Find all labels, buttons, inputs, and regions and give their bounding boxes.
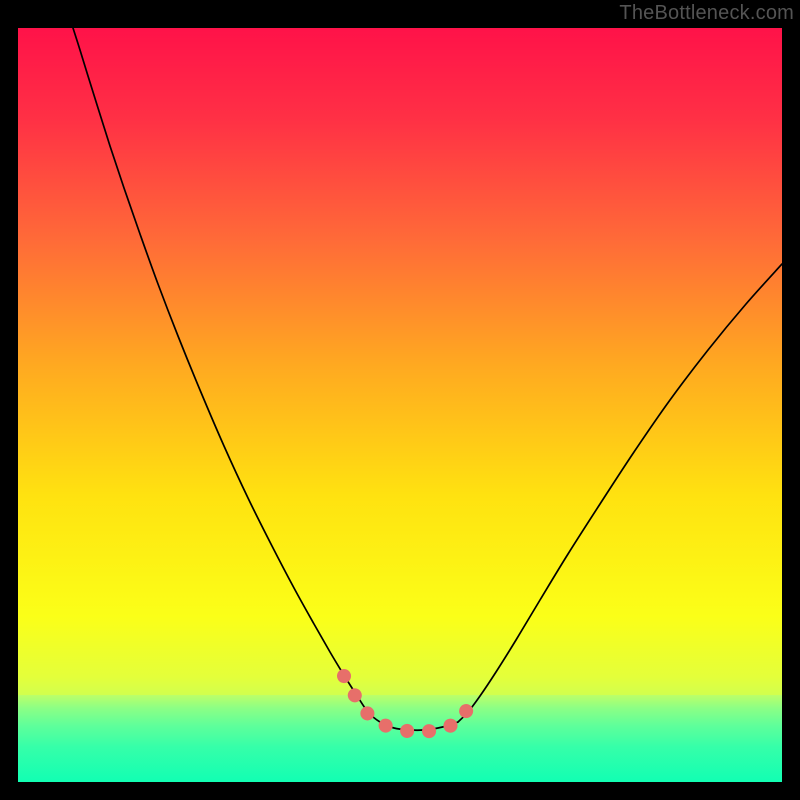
- bottleneck-plateau-marker: [344, 676, 474, 732]
- watermark-text: TheBottleneck.com: [619, 2, 794, 25]
- bottleneck-curve-right: [458, 264, 782, 722]
- bottleneck-curve-layer: [18, 28, 782, 782]
- plot-area: [18, 28, 782, 782]
- bottleneck-curve-left: [73, 28, 356, 694]
- chart-frame: TheBottleneck.com: [0, 0, 800, 800]
